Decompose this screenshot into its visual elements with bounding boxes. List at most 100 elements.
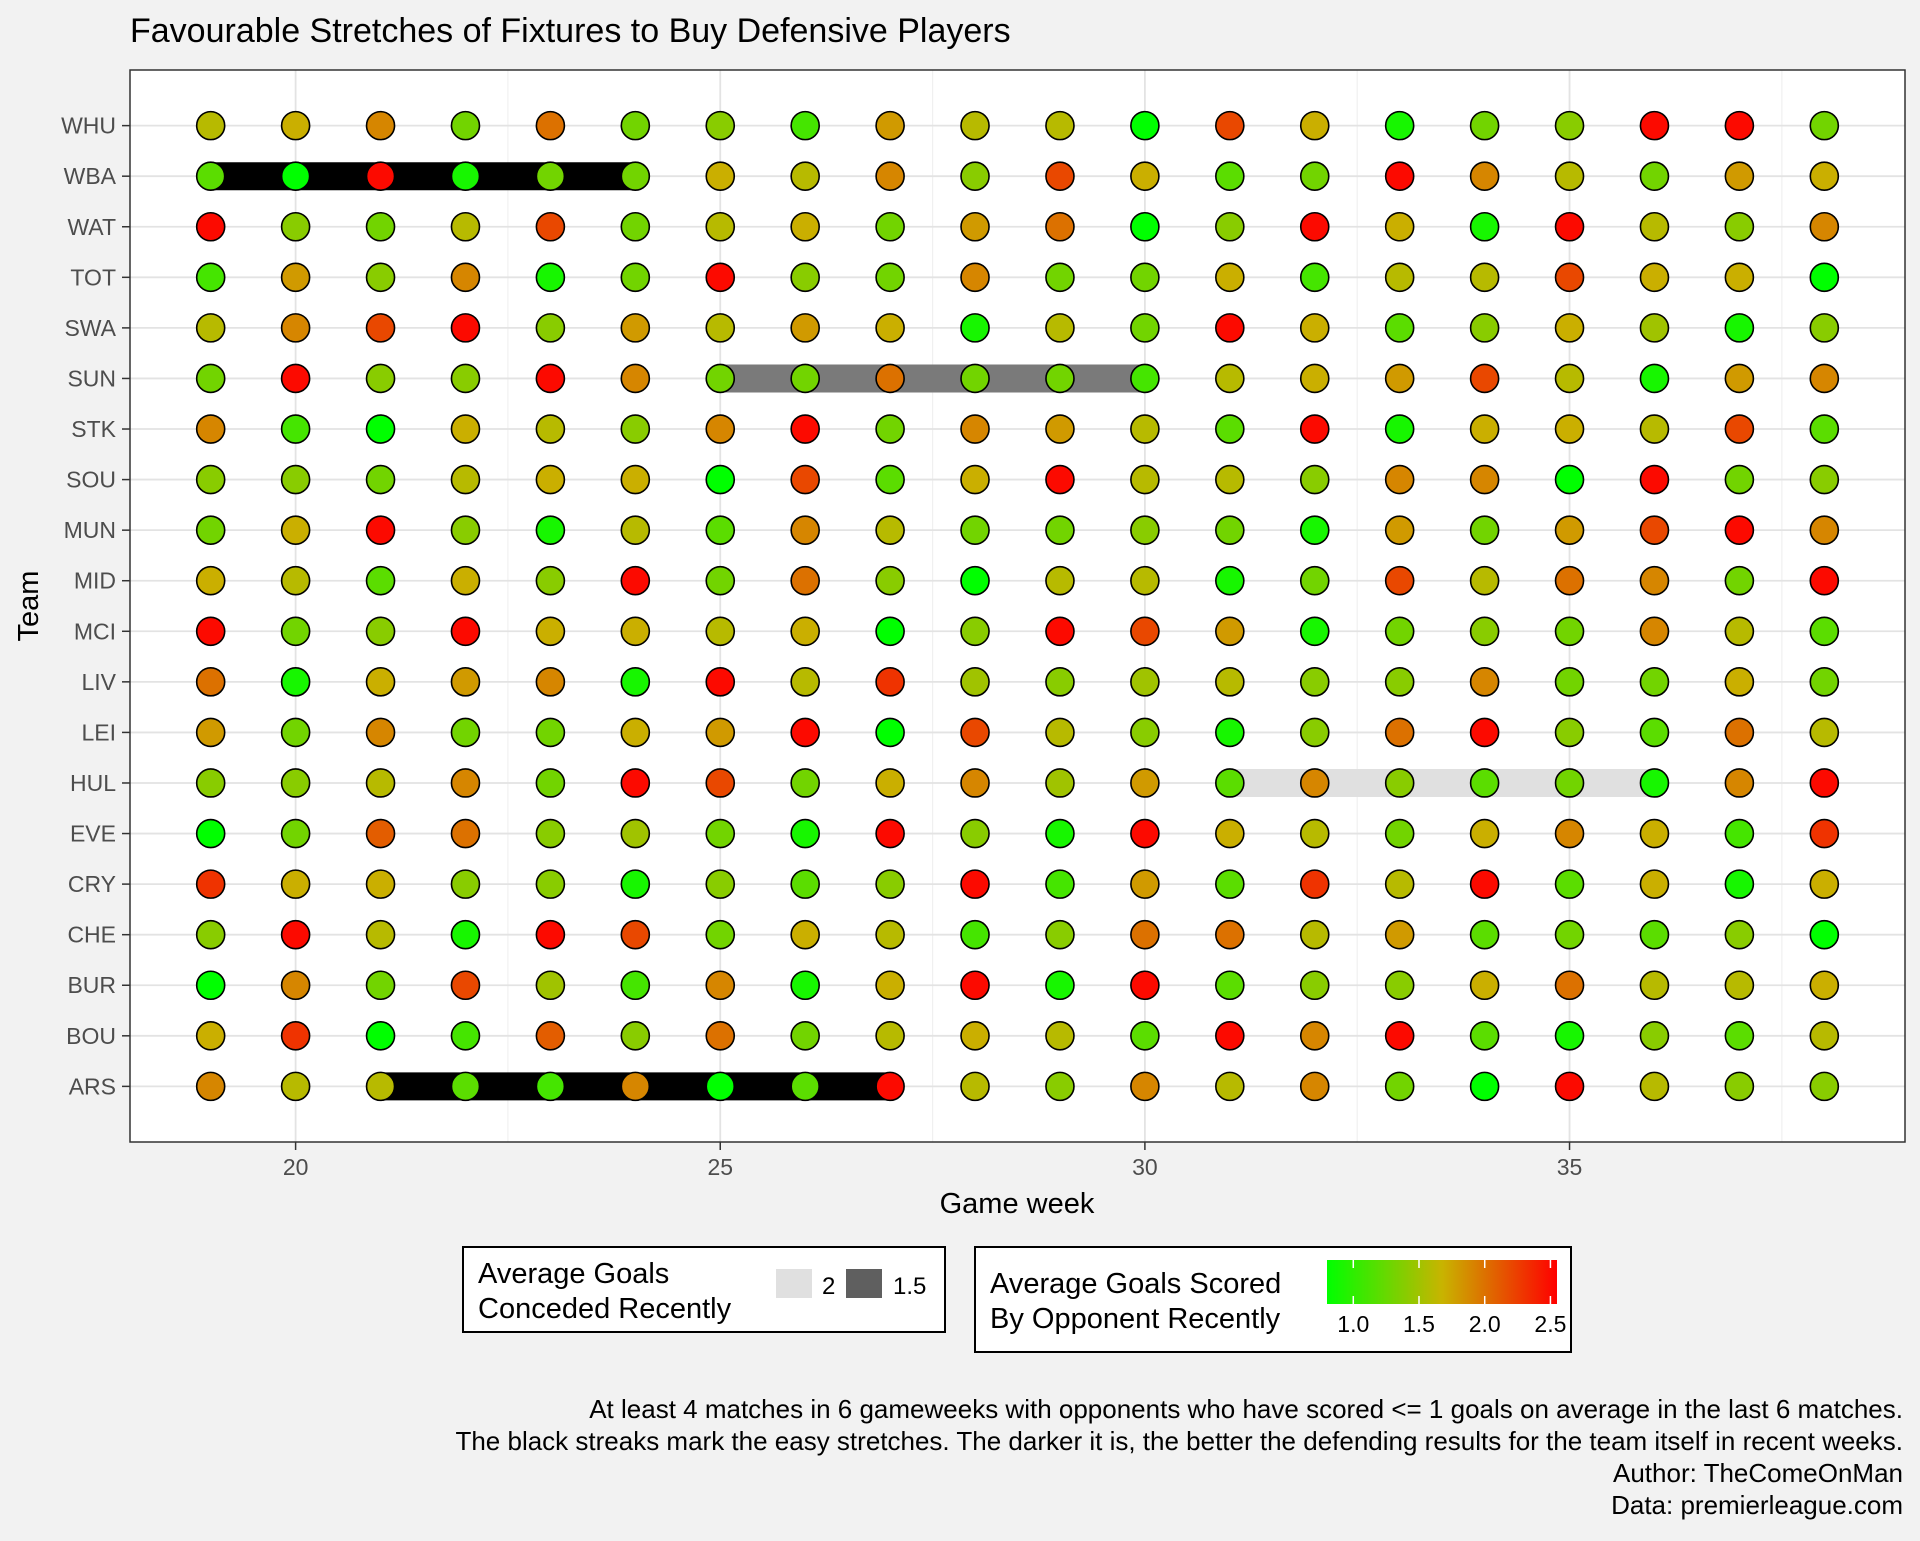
point-sun-gw23 [535,363,566,394]
x-tick-label: 35 [1557,1154,1583,1180]
point-tot-gw24 [620,262,651,293]
point-mid-gw32 [1299,565,1330,596]
point-che-gw25 [705,919,736,950]
point-mid-gw22 [450,565,481,596]
data-points [195,110,1840,1102]
point-mci-gw35 [1554,616,1585,647]
point-whu-gw37 [1724,110,1755,141]
point-stk-gw21 [365,414,396,444]
point-che-gw19 [195,919,226,950]
y-tick-label: WHU [61,113,116,139]
point-tot-gw34 [1469,262,1500,293]
point-lei-gw30 [1130,717,1160,748]
point-hul-gw36 [1639,768,1670,798]
point-tot-gw19 [195,262,226,293]
point-hul-gw26 [790,768,820,798]
point-cry-gw27 [875,869,905,899]
point-liv-gw28 [960,667,990,697]
point-mci-gw30 [1130,616,1160,647]
point-swa-gw31 [1215,313,1245,343]
point-che-gw31 [1215,919,1245,950]
point-wba-gw35 [1554,161,1585,191]
point-mun-gw31 [1215,515,1245,545]
point-bur-gw25 [705,970,736,1001]
point-eve-gw36 [1639,818,1670,849]
point-hul-gw37 [1724,768,1755,798]
point-swa-gw23 [535,313,566,343]
point-wba-gw23 [535,161,566,191]
legend-key-light [776,1269,812,1298]
point-eve-gw25 [705,818,736,849]
point-swa-gw30 [1130,313,1160,343]
point-sou-gw19 [195,464,226,495]
point-bou-gw38 [1809,1021,1840,1051]
point-sou-gw27 [875,464,905,495]
point-swa-gw27 [875,313,905,343]
point-sou-gw25 [705,464,736,495]
point-liv-gw31 [1215,667,1245,697]
point-eve-gw22 [450,818,481,849]
point-mid-gw24 [620,565,651,596]
point-wat-gw33 [1384,211,1415,242]
point-liv-gw24 [620,667,651,697]
point-swa-gw28 [960,313,990,343]
point-sou-gw30 [1130,464,1160,495]
point-ars-gw27 [875,1071,905,1102]
point-stk-gw36 [1639,414,1670,444]
point-liv-gw37 [1724,667,1755,697]
point-swa-gw32 [1299,313,1330,343]
point-swa-gw37 [1724,313,1755,343]
point-mun-gw35 [1554,515,1585,545]
point-tot-gw22 [450,262,481,293]
point-wba-gw33 [1384,161,1415,191]
point-bur-gw32 [1299,970,1330,1001]
point-sun-gw34 [1469,363,1500,394]
point-ars-gw34 [1469,1071,1500,1102]
point-eve-gw20 [280,818,311,849]
point-che-gw24 [620,919,651,950]
point-wat-gw20 [280,211,311,242]
x-axis-label: Game week [940,1188,1095,1220]
point-mid-gw33 [1384,565,1415,596]
point-mun-gw28 [960,515,990,545]
point-mid-gw37 [1724,565,1755,596]
y-tick-label: STK [71,416,116,442]
point-whu-gw36 [1639,110,1670,141]
point-lei-gw25 [705,717,736,748]
point-hul-gw22 [450,768,481,798]
point-ars-gw22 [450,1071,481,1102]
point-stk-gw31 [1215,414,1245,444]
point-stk-gw22 [450,414,481,444]
point-swa-gw22 [450,313,481,343]
point-lei-gw20 [280,717,311,748]
point-swa-gw29 [1045,313,1075,343]
point-ars-gw29 [1045,1071,1075,1102]
point-wba-gw29 [1045,161,1075,191]
point-wat-gw35 [1554,211,1585,242]
legend-key-dark [846,1269,882,1298]
point-cry-gw38 [1809,869,1840,899]
point-hul-gw27 [875,768,905,798]
point-tot-gw31 [1215,262,1245,293]
y-tick-label: SUN [67,365,116,391]
point-lei-gw35 [1554,717,1585,748]
point-che-gw37 [1724,919,1755,950]
point-eve-gw23 [535,818,566,849]
point-wat-gw25 [705,211,736,242]
point-bur-gw20 [280,970,311,1001]
point-eve-gw19 [195,818,226,849]
grid-lines [130,70,1905,1142]
point-mci-gw33 [1384,616,1415,647]
point-bur-gw28 [960,970,990,1001]
point-whu-gw34 [1469,110,1500,141]
point-wat-gw19 [195,211,226,242]
point-bur-gw24 [620,970,651,1001]
point-wba-gw21 [365,161,396,191]
point-mun-gw22 [450,515,481,545]
y-tick-label: SOU [66,467,116,493]
point-sun-gw32 [1299,363,1330,394]
point-eve-gw24 [620,818,651,849]
point-mun-gw36 [1639,515,1670,545]
point-bur-gw37 [1724,970,1755,1001]
point-whu-gw23 [535,110,566,141]
